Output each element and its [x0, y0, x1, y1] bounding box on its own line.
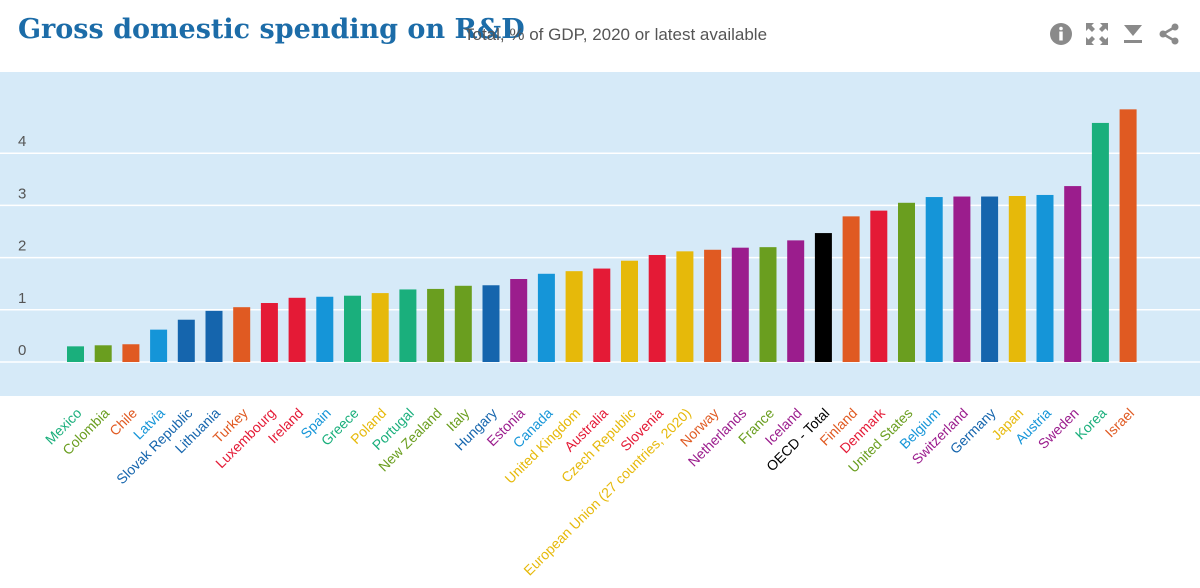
chart-subtitle: Total, % of GDP, 2020 or latest availabl…: [464, 25, 768, 44]
bar[interactable]: [704, 249, 722, 362]
fullscreen-icon: [1086, 23, 1108, 45]
bar[interactable]: [953, 196, 971, 362]
download-icon: [1124, 25, 1142, 43]
bar[interactable]: [233, 307, 251, 362]
bar[interactable]: [648, 254, 666, 362]
y-axis: 0 1 2 3 4: [18, 133, 26, 359]
bar[interactable]: [731, 247, 749, 362]
y-tick-label: 0: [18, 342, 26, 359]
bar[interactable]: [177, 319, 195, 362]
chart-header: Gross domestic spending on R&D Total, % …: [0, 0, 1200, 72]
bar[interactable]: [94, 345, 112, 362]
bar[interactable]: [1036, 194, 1054, 362]
bar[interactable]: [122, 344, 140, 362]
bar[interactable]: [1091, 122, 1109, 362]
bar[interactable]: [454, 285, 472, 362]
info-button[interactable]: [1048, 20, 1074, 48]
bar[interactable]: [371, 293, 389, 362]
bars: [67, 109, 1137, 363]
x-tick-label: Israel: [1102, 405, 1138, 441]
info-icon: [1050, 23, 1072, 45]
chart-toolbar: [1048, 20, 1182, 48]
bar[interactable]: [205, 310, 223, 362]
bar[interactable]: [981, 196, 999, 362]
bar[interactable]: [510, 279, 528, 362]
bar[interactable]: [399, 289, 417, 362]
bar[interactable]: [565, 271, 583, 362]
bar[interactable]: [676, 251, 694, 362]
bar[interactable]: [1008, 196, 1026, 362]
y-tick-label: 2: [18, 238, 26, 255]
bar[interactable]: [593, 268, 611, 362]
bar[interactable]: [427, 288, 445, 362]
bar[interactable]: [842, 216, 860, 362]
share-icon: [1159, 23, 1179, 45]
bar[interactable]: [621, 260, 638, 362]
bar[interactable]: [925, 197, 943, 362]
x-tick-label: Korea: [1072, 405, 1110, 443]
chart-title: Gross domestic spending on R&D: [18, 14, 525, 45]
bar[interactable]: [870, 210, 888, 362]
bar[interactable]: [67, 346, 84, 362]
fullscreen-button[interactable]: [1084, 20, 1110, 48]
bar[interactable]: [150, 329, 168, 362]
bar[interactable]: [260, 303, 278, 362]
share-button[interactable]: [1156, 20, 1182, 48]
y-tick-label: 3: [18, 185, 26, 202]
y-tick-label: 1: [18, 290, 26, 307]
bar[interactable]: [288, 297, 306, 362]
bar[interactable]: [898, 202, 915, 362]
bar[interactable]: [814, 233, 832, 362]
download-button[interactable]: [1120, 20, 1146, 48]
bar[interactable]: [316, 296, 334, 362]
bar[interactable]: [1119, 109, 1137, 363]
bar[interactable]: [759, 247, 777, 362]
y-tick-label: 4: [18, 133, 26, 150]
bar[interactable]: [787, 240, 805, 362]
bar[interactable]: [482, 285, 500, 362]
bar[interactable]: [1064, 186, 1082, 362]
bar[interactable]: [344, 295, 361, 362]
bar[interactable]: [537, 273, 555, 362]
